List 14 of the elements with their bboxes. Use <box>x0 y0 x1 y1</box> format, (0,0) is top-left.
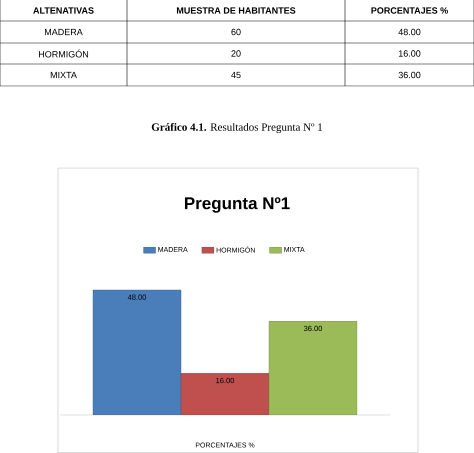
text: 20 <box>231 50 241 57</box>
chart-title: Pregunta Nº1 <box>184 197 290 213</box>
text: 36.00 <box>398 72 420 78</box>
text: 60 <box>231 28 241 36</box>
text: PORCENTAJES % <box>371 7 448 14</box>
text: 48.00 <box>398 28 420 36</box>
text: ALTENATIVAS <box>33 7 94 14</box>
text: MUESTRA DE HABITANTES <box>176 7 296 14</box>
text: 16.00 <box>398 50 420 57</box>
text: 45 <box>231 72 241 78</box>
text: MADERA <box>44 28 83 36</box>
text: Gráfico 4.1. Resultados Pregunta Nº 1 <box>152 122 322 134</box>
text: MIXTA <box>50 72 77 78</box>
text: HORMIGÓN <box>38 50 88 58</box>
